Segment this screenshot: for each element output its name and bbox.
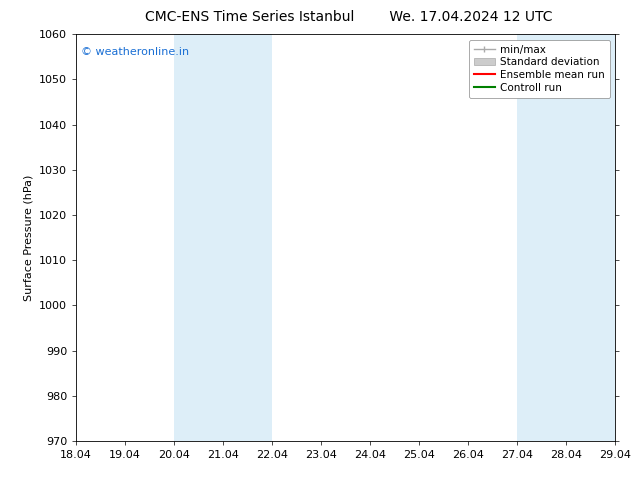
Y-axis label: Surface Pressure (hPa): Surface Pressure (hPa) — [23, 174, 34, 301]
Legend: min/max, Standard deviation, Ensemble mean run, Controll run: min/max, Standard deviation, Ensemble me… — [469, 40, 610, 98]
Bar — [174, 34, 272, 441]
Text: CMC-ENS Time Series Istanbul        We. 17.04.2024 12 UTC: CMC-ENS Time Series Istanbul We. 17.04.2… — [145, 10, 552, 24]
Bar — [517, 34, 615, 441]
Text: © weatheronline.in: © weatheronline.in — [81, 47, 190, 56]
